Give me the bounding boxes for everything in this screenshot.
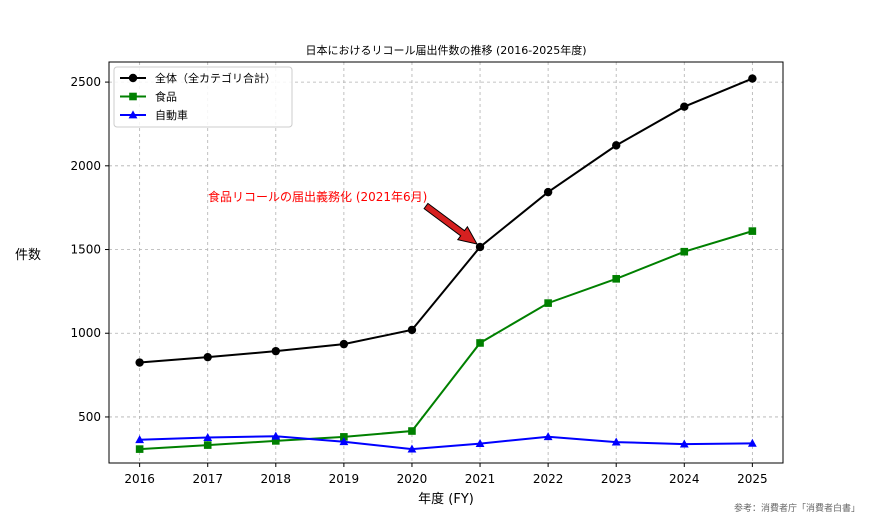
y-tick-label: 1500 — [70, 243, 101, 257]
data-point-1 — [748, 227, 757, 235]
series-line-2 — [139, 435, 753, 451]
data-point-2 — [747, 438, 757, 447]
data-point-2 — [679, 439, 689, 448]
series-1 — [135, 227, 757, 453]
data-point-0 — [407, 325, 417, 335]
data-point-0 — [680, 102, 689, 111]
data-point-0 — [475, 242, 485, 252]
annotation-label: 食品リコールの届出義務化 (2021年6月) — [208, 189, 427, 204]
chart-title: 日本におけるリコール届出件数の推移 (2016-2025年度) — [305, 43, 586, 57]
data-point-2 — [339, 437, 349, 446]
data-point-2 — [611, 437, 621, 446]
data-point-1 — [612, 275, 621, 283]
data-point-2 — [543, 432, 553, 441]
data-point-0 — [748, 74, 757, 83]
annotation-arrow — [423, 202, 478, 245]
y-tick-label: 1000 — [70, 326, 101, 340]
data-point-2 — [475, 438, 485, 447]
data-point-1 — [408, 427, 416, 435]
series-0 — [135, 74, 757, 367]
legend-marker-1 — [129, 92, 137, 101]
data-point-1 — [544, 299, 552, 307]
legend-label-1: 食品 — [155, 90, 177, 104]
x-tick-label: 2022 — [533, 472, 564, 486]
data-point-1 — [135, 445, 144, 453]
legend-box — [113, 66, 293, 128]
data-point-0 — [271, 346, 280, 356]
data-point-1 — [476, 339, 484, 347]
data-point-2 — [135, 435, 145, 444]
data-point-1 — [340, 433, 348, 441]
x-axis-label: 年度 (FY) — [418, 491, 474, 507]
data-point-1 — [680, 247, 689, 256]
data-point-1 — [271, 437, 280, 445]
series-line-1 — [139, 230, 753, 451]
data-point-0 — [612, 141, 621, 150]
source-note: 参考：消費者庁「消費者白書」 — [734, 502, 860, 514]
x-tick-label: 2023 — [601, 472, 632, 486]
y-axis-label: 件数 — [15, 248, 41, 263]
legend-marker-2 — [128, 110, 138, 119]
x-tick-label: 2021 — [465, 472, 496, 486]
x-tick-label: 2020 — [397, 472, 428, 486]
data-point-2 — [203, 432, 213, 441]
y-tick-label: 2500 — [70, 75, 101, 89]
series-2 — [135, 431, 757, 453]
x-tick-label: 2024 — [669, 472, 700, 486]
legend-marker-0 — [128, 73, 138, 83]
data-point-0 — [203, 352, 212, 362]
series-line-0 — [139, 77, 753, 364]
x-tick-label: 2025 — [737, 472, 768, 486]
data-point-0 — [339, 339, 349, 349]
legend-label-2: 自動車 — [155, 108, 188, 122]
y-tick-label: 2000 — [70, 159, 101, 173]
x-tick-label: 2017 — [192, 472, 223, 486]
x-tick-label: 2016 — [124, 472, 155, 486]
x-tick-label: 2018 — [261, 472, 292, 486]
data-point-2 — [407, 444, 417, 453]
data-point-0 — [543, 187, 553, 197]
legend-label-0: 全体（全カテゴリ合計） — [155, 71, 276, 85]
data-point-2 — [271, 431, 281, 440]
x-tick-label: 2019 — [329, 472, 360, 486]
plot-area — [108, 61, 784, 464]
data-point-0 — [135, 358, 144, 367]
data-point-1 — [203, 441, 212, 449]
y-tick-label: 500 — [78, 410, 101, 424]
